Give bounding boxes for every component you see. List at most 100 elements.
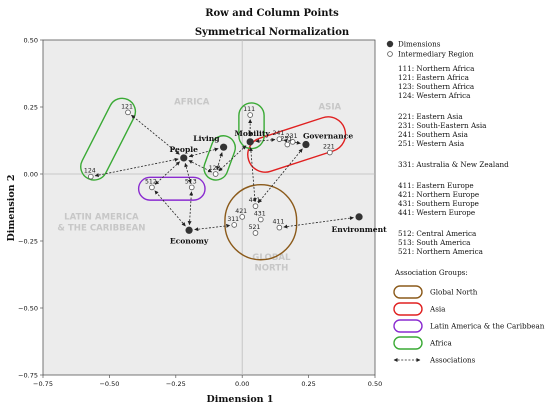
legend-code-entry: 124: Western Africa [398,91,471,100]
y-tick-label: −0.25 [18,237,38,245]
legend-associations-label: Associations [429,356,476,365]
intermediary-point [276,136,283,142]
chart-title: Row and Column Points [205,8,339,19]
dimension-point-label: Living [193,134,220,143]
legend-group-label: Latin America & the Caribbean [430,322,545,331]
association-arrow [283,216,354,229]
legend-code-entry: 121: Eastern Africa [398,73,470,82]
association-arrow [188,147,219,158]
group-outline [80,97,137,181]
y-tick-label: 0.25 [24,103,38,111]
intermediary-point [276,224,283,231]
dimension-point-label: Governance [303,132,353,141]
intermediary-point-label: 421 [235,208,247,215]
legend-code-entry: 231: South-Eastern Asia [398,121,487,130]
association-arrow [187,191,194,226]
association-arrow [154,161,180,185]
x-axis-title: Dimension 1 [207,394,274,405]
legend-code-entry: 111: Northern Africa [398,64,475,73]
intermediary-point-label: 124 [84,168,96,175]
intermediary-point [252,230,259,236]
intermediary-point-label: 311 [227,216,239,223]
dimension-point [246,138,254,146]
association-arrow [154,190,186,227]
intermediary-point [239,214,246,220]
intermediary-point-label: 241 [272,130,284,137]
y-tick-label: −0.50 [18,304,38,312]
x-tick-label: −0.25 [166,380,186,388]
dimension-point [180,154,188,162]
legend-dimension-marker [386,40,394,48]
legend-code-entry: 513: South America [398,238,471,247]
y-tick-label: 0.50 [24,36,38,44]
legend-code-entry: 521: Northern America [398,247,484,256]
dimension-point-label: Mobility [234,129,270,138]
intermediary-point [289,139,296,145]
dimension-point-label: Environment [332,225,388,234]
intermediary-point [149,184,155,191]
legend-group-swatch [393,336,423,350]
x-tick-label: 0.25 [301,380,315,388]
region-label: NORTH [255,263,289,273]
y-tick-label: 0.00 [24,170,38,178]
x-tick-label: −0.75 [33,380,53,388]
region-label: AFRICA [174,97,210,107]
intermediary-point [252,203,259,209]
legend-code-entry: 421: Northern Europe [398,190,479,199]
x-tick-label: 0.50 [368,380,382,388]
intermediary-point-label: 123 [209,165,221,172]
legend-code-entry: 251: Western Asia [398,139,465,148]
x-tick-label: −0.50 [99,380,119,388]
region-label: & THE CARIBBEAN [57,223,145,233]
association-arrow [255,137,276,143]
legend-intermediary-label: Intermediary Region [398,50,474,59]
association-arrow [194,223,231,232]
chart-subtitle: Symmetrical Normalization [195,27,350,38]
intermediary-point [231,222,238,228]
legend-group-label: Africa [429,339,452,348]
dimension-point-label: Economy [170,236,209,245]
legend-groups-title: Association Groups: [394,268,468,277]
region-label: ASIA [318,103,341,113]
legend-code-entry: 241: Southern Asia [398,130,469,139]
association-arrow [131,114,180,155]
intermediary-point-label: 251 [280,136,292,143]
plot-background [42,39,376,376]
intermediary-point-label: 411 [272,219,284,226]
y-axis-title: Dimension 2 [6,175,17,242]
intermediary-point-label: 231 [286,133,298,140]
intermediary-point-label: 221 [323,144,335,151]
y-tick-label: −0.75 [18,371,38,379]
legend-intermediary-marker [387,51,393,57]
intermediary-point [212,171,219,177]
dimension-point [220,143,228,151]
legend-code-entry: 441: Western Europe [398,208,475,217]
association-arrow [248,147,257,203]
intermediary-point-label: 513 [185,178,197,185]
intermediary-point [88,173,94,180]
intermediary-point-label: 111 [243,106,255,113]
plot-area: −0.75 −0.50 −0.25 0.00 0.25 0.50 0.50 0.25 0.00 −… [18,36,387,388]
intermediary-point [125,109,131,116]
intermediary-point-label: 121 [121,103,133,110]
legend-group-swatch [393,319,423,333]
intermediary-point-label: 431 [254,211,266,218]
dimension-point [355,213,363,221]
region-label: LATIN AMERICA [64,213,139,223]
legend-code-entry: 411: Eastern Europe [398,181,474,190]
legend-group-label: Asia [429,305,446,314]
dimension-point [302,140,310,149]
intermediary-point [257,216,264,223]
legend-group-swatch [393,302,423,316]
dimension-point [185,226,193,234]
legend-group-label: Global North [430,288,478,297]
intermediary-point [327,149,333,156]
legend-code-entry: 431: Southern Europe [398,199,479,208]
legend-code-entry: 512: Central America [398,229,477,238]
association-arrow [188,160,213,173]
intermediary-point [188,184,195,191]
legend-dimensions-label: Dimensions [398,40,441,49]
